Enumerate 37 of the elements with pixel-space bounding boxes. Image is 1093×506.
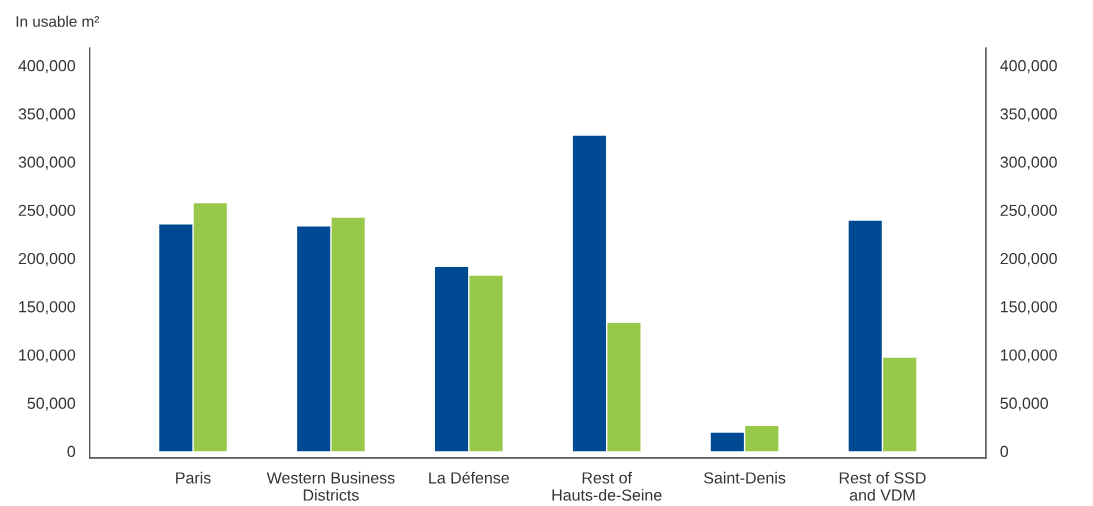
y-tick-label: 50,000: [27, 397, 76, 411]
bar: [883, 357, 917, 452]
y2-tick-label: 400,000: [1000, 60, 1057, 74]
bar: [745, 426, 779, 452]
bar: [297, 226, 331, 452]
bar: [435, 266, 469, 452]
x-tick-label: Paris: [176, 471, 211, 484]
y-tick-label: 300,000: [18, 156, 76, 170]
y2-tick-label: 350,000: [1000, 108, 1057, 122]
x-tick-label: Rest of Hauts-de-Seine: [552, 471, 662, 501]
bar: [159, 224, 193, 452]
y2-tick-label: 200,000: [1000, 252, 1057, 267]
y-tick-label: 400,000: [18, 60, 76, 74]
y2-tick-label: 100,000: [1000, 349, 1057, 363]
y2-tick-label: 50,000: [1000, 397, 1048, 411]
y2-tick-label: 150,000: [1000, 301, 1057, 315]
y-tick-label: 100,000: [19, 349, 76, 363]
y-tick-label: 250,000: [18, 204, 76, 218]
y-tick-label: 200,000: [18, 252, 76, 267]
bar: [331, 217, 365, 452]
y-tick-label: 150,000: [19, 301, 76, 315]
y2-tick-label: 300,000: [1000, 156, 1057, 170]
bar: [572, 135, 607, 452]
bar: [607, 322, 641, 452]
x-tick-label: Rest of SSD and VDM: [839, 471, 926, 501]
y2-tick-label: 250,000: [1000, 204, 1057, 218]
x-tick-label: La Défense: [429, 471, 509, 484]
y-tick-label: 350,000: [18, 108, 76, 122]
y-axis-title: In usable m²: [16, 15, 100, 27]
x-tick-label: Western Business Districts: [266, 471, 395, 501]
bar: [193, 203, 227, 452]
bar: [710, 432, 744, 452]
bar: [469, 275, 503, 452]
y-tick-label: 0: [67, 445, 76, 458]
bar: [848, 220, 882, 452]
x-tick-label: Saint-Denis: [704, 471, 786, 484]
y2-tick-label: 0: [1000, 445, 1009, 458]
